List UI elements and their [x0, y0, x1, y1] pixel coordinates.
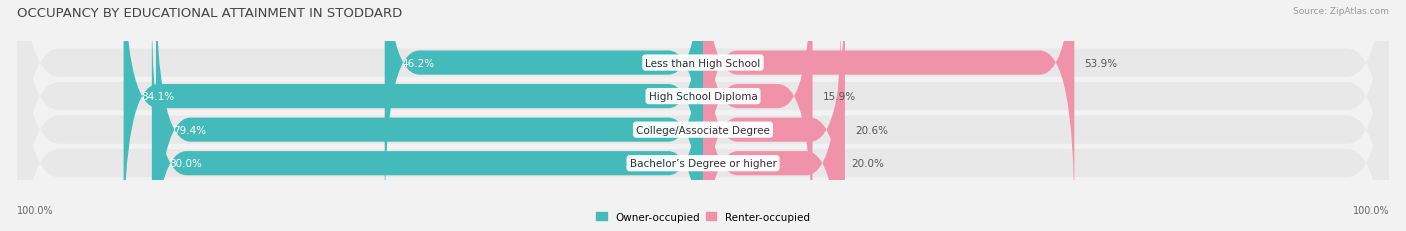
Text: High School Diploma: High School Diploma: [648, 92, 758, 102]
Text: 20.0%: 20.0%: [851, 158, 884, 168]
FancyBboxPatch shape: [703, 9, 841, 231]
FancyBboxPatch shape: [17, 0, 1389, 231]
Text: Bachelor’s Degree or higher: Bachelor’s Degree or higher: [630, 158, 776, 168]
Text: 100.0%: 100.0%: [1353, 205, 1389, 215]
Text: 100.0%: 100.0%: [17, 205, 53, 215]
Text: 46.2%: 46.2%: [402, 58, 434, 68]
Text: 80.0%: 80.0%: [169, 158, 202, 168]
Text: Less than High School: Less than High School: [645, 58, 761, 68]
FancyBboxPatch shape: [17, 0, 1389, 231]
Text: 15.9%: 15.9%: [823, 92, 856, 102]
Text: 53.9%: 53.9%: [1084, 58, 1118, 68]
Text: 79.4%: 79.4%: [173, 125, 207, 135]
FancyBboxPatch shape: [703, 0, 1074, 218]
Text: OCCUPANCY BY EDUCATIONAL ATTAINMENT IN STODDARD: OCCUPANCY BY EDUCATIONAL ATTAINMENT IN S…: [17, 7, 402, 20]
FancyBboxPatch shape: [124, 0, 703, 231]
FancyBboxPatch shape: [17, 0, 1389, 231]
Text: 20.6%: 20.6%: [855, 125, 889, 135]
FancyBboxPatch shape: [385, 0, 703, 218]
Text: College/Associate Degree: College/Associate Degree: [636, 125, 770, 135]
Text: Source: ZipAtlas.com: Source: ZipAtlas.com: [1294, 7, 1389, 16]
FancyBboxPatch shape: [152, 9, 703, 231]
FancyBboxPatch shape: [703, 0, 845, 231]
Legend: Owner-occupied, Renter-occupied: Owner-occupied, Renter-occupied: [592, 208, 814, 226]
FancyBboxPatch shape: [17, 0, 1389, 231]
Text: 84.1%: 84.1%: [141, 92, 174, 102]
FancyBboxPatch shape: [156, 0, 703, 231]
FancyBboxPatch shape: [703, 0, 813, 231]
